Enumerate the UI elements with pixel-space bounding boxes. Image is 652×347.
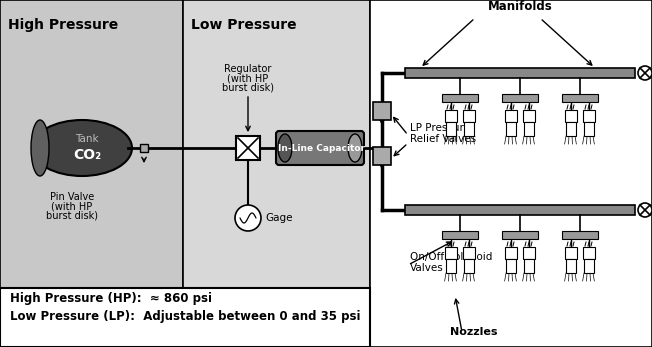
Bar bbox=[370, 0, 652, 347]
Bar bbox=[140, 144, 148, 152]
Bar bbox=[464, 122, 474, 136]
Text: Nozzles: Nozzles bbox=[450, 327, 497, 337]
Bar bbox=[565, 247, 577, 259]
Bar bbox=[445, 110, 457, 122]
Bar bbox=[502, 231, 538, 239]
Bar bbox=[373, 102, 391, 120]
Bar bbox=[524, 259, 534, 273]
Ellipse shape bbox=[278, 134, 292, 162]
Bar bbox=[583, 110, 595, 122]
Ellipse shape bbox=[32, 120, 132, 176]
Text: Relief Valves: Relief Valves bbox=[410, 134, 476, 144]
Bar bbox=[0, 0, 183, 288]
Text: In-Line Capacitor: In-Line Capacitor bbox=[278, 144, 366, 152]
Text: burst disk): burst disk) bbox=[46, 210, 98, 220]
Bar bbox=[183, 0, 370, 288]
Circle shape bbox=[235, 205, 261, 231]
Ellipse shape bbox=[348, 134, 362, 162]
Bar bbox=[584, 122, 594, 136]
Circle shape bbox=[638, 203, 652, 217]
Text: High Pressure: High Pressure bbox=[8, 18, 118, 32]
Bar bbox=[565, 110, 577, 122]
Bar bbox=[405, 205, 635, 215]
Bar bbox=[523, 247, 535, 259]
Bar bbox=[445, 247, 457, 259]
Bar bbox=[463, 110, 475, 122]
Bar bbox=[505, 110, 517, 122]
Bar bbox=[523, 110, 535, 122]
Text: Gage: Gage bbox=[265, 213, 293, 223]
Text: Regulator: Regulator bbox=[224, 64, 272, 74]
Text: Valves: Valves bbox=[410, 263, 444, 273]
Bar bbox=[464, 259, 474, 273]
Bar bbox=[584, 259, 594, 273]
Bar bbox=[562, 94, 598, 102]
Bar bbox=[446, 259, 456, 273]
Ellipse shape bbox=[31, 120, 49, 176]
FancyBboxPatch shape bbox=[276, 131, 364, 165]
Circle shape bbox=[638, 66, 652, 80]
Bar bbox=[566, 122, 576, 136]
Text: Pin Valve: Pin Valve bbox=[50, 192, 94, 202]
Bar bbox=[0, 288, 370, 347]
Text: Low Pressure (LP):  Adjustable between 0 and 35 psi: Low Pressure (LP): Adjustable between 0 … bbox=[10, 310, 361, 323]
Bar bbox=[236, 136, 260, 160]
Bar bbox=[506, 259, 516, 273]
Bar bbox=[442, 94, 478, 102]
Bar bbox=[524, 122, 534, 136]
Text: CO₂: CO₂ bbox=[73, 148, 101, 162]
Bar bbox=[463, 247, 475, 259]
Text: burst disk): burst disk) bbox=[222, 82, 274, 92]
Text: Tank: Tank bbox=[75, 134, 99, 144]
Bar bbox=[502, 94, 538, 102]
Bar bbox=[405, 68, 635, 78]
Bar bbox=[566, 259, 576, 273]
Text: (with HP: (with HP bbox=[228, 73, 269, 83]
Text: Low Pressure: Low Pressure bbox=[191, 18, 297, 32]
Text: (with HP: (with HP bbox=[52, 201, 93, 211]
Bar bbox=[505, 247, 517, 259]
Text: High Pressure (HP):  ≈ 860 psi: High Pressure (HP): ≈ 860 psi bbox=[10, 292, 212, 305]
Bar bbox=[583, 247, 595, 259]
Bar bbox=[373, 146, 391, 164]
Text: On/Off Solenoid: On/Off Solenoid bbox=[410, 252, 492, 262]
Bar bbox=[562, 231, 598, 239]
Text: LP Pressure: LP Pressure bbox=[410, 123, 470, 133]
Bar bbox=[446, 122, 456, 136]
Bar bbox=[442, 231, 478, 239]
Text: Manifolds: Manifolds bbox=[488, 0, 552, 13]
Bar bbox=[506, 122, 516, 136]
